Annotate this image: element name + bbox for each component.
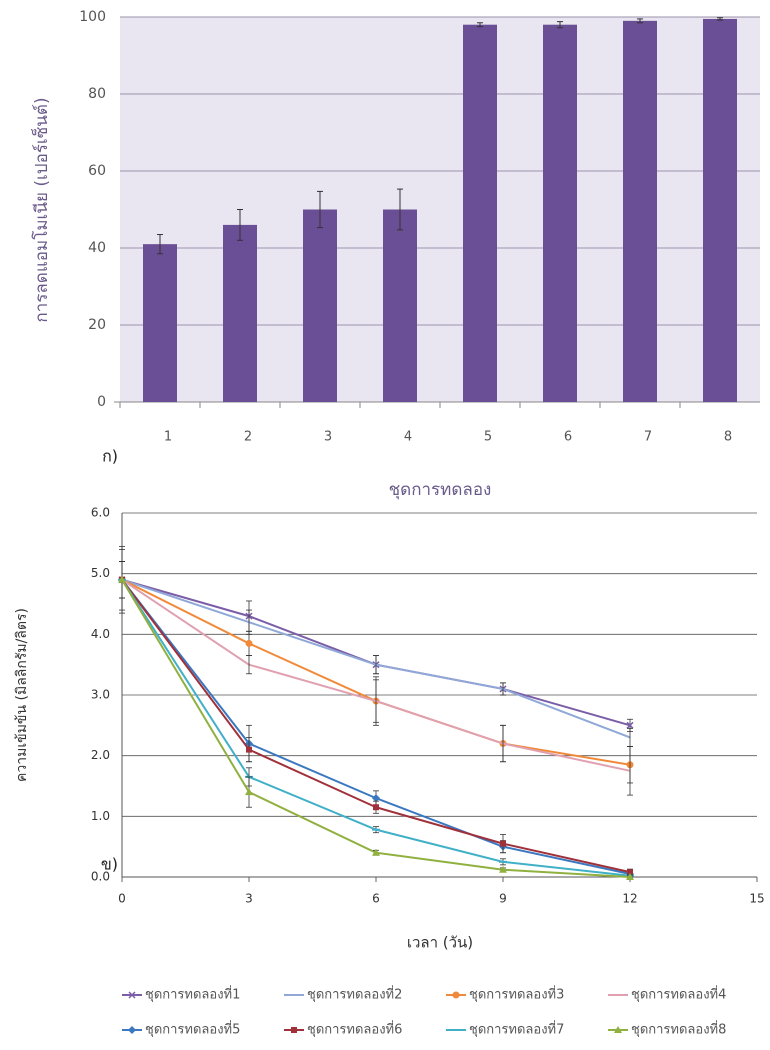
x-tick-label: 15 [749, 892, 764, 906]
series-line [122, 580, 630, 771]
x-tick-label: 12 [622, 892, 637, 906]
panel-label: ก) [102, 447, 118, 466]
y-tick-label: 20 [88, 317, 106, 333]
x-tick-label: 2 [244, 430, 252, 445]
x-tick-label: 7 [644, 430, 652, 445]
y-tick-label: 3.0 [91, 688, 110, 702]
y-axis-title: ความเข้มข้น (มิลลิกรัม/ลิตร) [14, 608, 30, 782]
bar [463, 25, 497, 402]
plot-background [120, 17, 760, 402]
marker [246, 747, 252, 753]
y-tick-label: 1.0 [91, 809, 110, 823]
y-tick-label: 100 [79, 9, 106, 25]
bar [703, 19, 737, 402]
y-tick-label: 80 [88, 86, 106, 102]
marker [373, 804, 379, 810]
x-axis-title: เวลา (วัน) [407, 934, 473, 952]
y-tick-label: 40 [88, 240, 106, 256]
y-tick-label: 6.0 [91, 506, 110, 520]
marker [246, 640, 253, 647]
y-tick-label: 60 [88, 163, 106, 179]
x-tick-label: 1 [164, 430, 172, 445]
x-axis-title: ชุดการทดลอง [389, 480, 492, 500]
legend-label: ชุดการทดลองที่6 [307, 1021, 402, 1038]
bar [623, 21, 657, 402]
legend-label: ชุดการทดลองที่5 [145, 1021, 240, 1038]
x-tick-label: 9 [499, 892, 507, 906]
y-tick-label: 0 [97, 394, 106, 410]
bar [543, 25, 577, 402]
bar [303, 210, 337, 403]
legend-label: ชุดการทดลองที่3 [469, 986, 564, 1003]
marker [453, 992, 460, 999]
marker [500, 841, 506, 847]
bar [383, 210, 417, 403]
bar [223, 225, 257, 402]
x-tick-label: 3 [245, 892, 253, 906]
x-tick-label: 4 [404, 430, 412, 445]
marker [128, 1026, 136, 1034]
legend-label: ชุดการทดลองที่4 [631, 986, 726, 1003]
x-tick-label: 0 [118, 892, 126, 906]
legend-label: ชุดการทดลองที่2 [307, 986, 402, 1003]
legend-label: ชุดการทดลองที่8 [631, 1021, 726, 1038]
panel-label: ข) [101, 855, 118, 874]
bar [143, 244, 177, 402]
y-axis-title: การลดแอมโมเนีย (เปอร์เซ็นต์) [30, 97, 52, 322]
x-tick-label: 5 [484, 430, 492, 445]
y-tick-label: 2.0 [91, 748, 110, 762]
x-tick-label: 6 [372, 892, 380, 906]
legend-label: ชุดการทดลองที่7 [469, 1021, 564, 1038]
page: 02040608010012345678การลดแอมโมเนีย (เปอร… [0, 0, 770, 1050]
y-tick-label: 5.0 [91, 566, 110, 580]
legend-label: ชุดการทดลองที่1 [145, 986, 240, 1003]
y-tick-label: 4.0 [91, 627, 110, 641]
x-tick-label: 6 [564, 430, 572, 445]
marker [291, 1027, 297, 1033]
x-tick-label: 3 [324, 430, 332, 445]
x-tick-label: 8 [724, 430, 732, 445]
